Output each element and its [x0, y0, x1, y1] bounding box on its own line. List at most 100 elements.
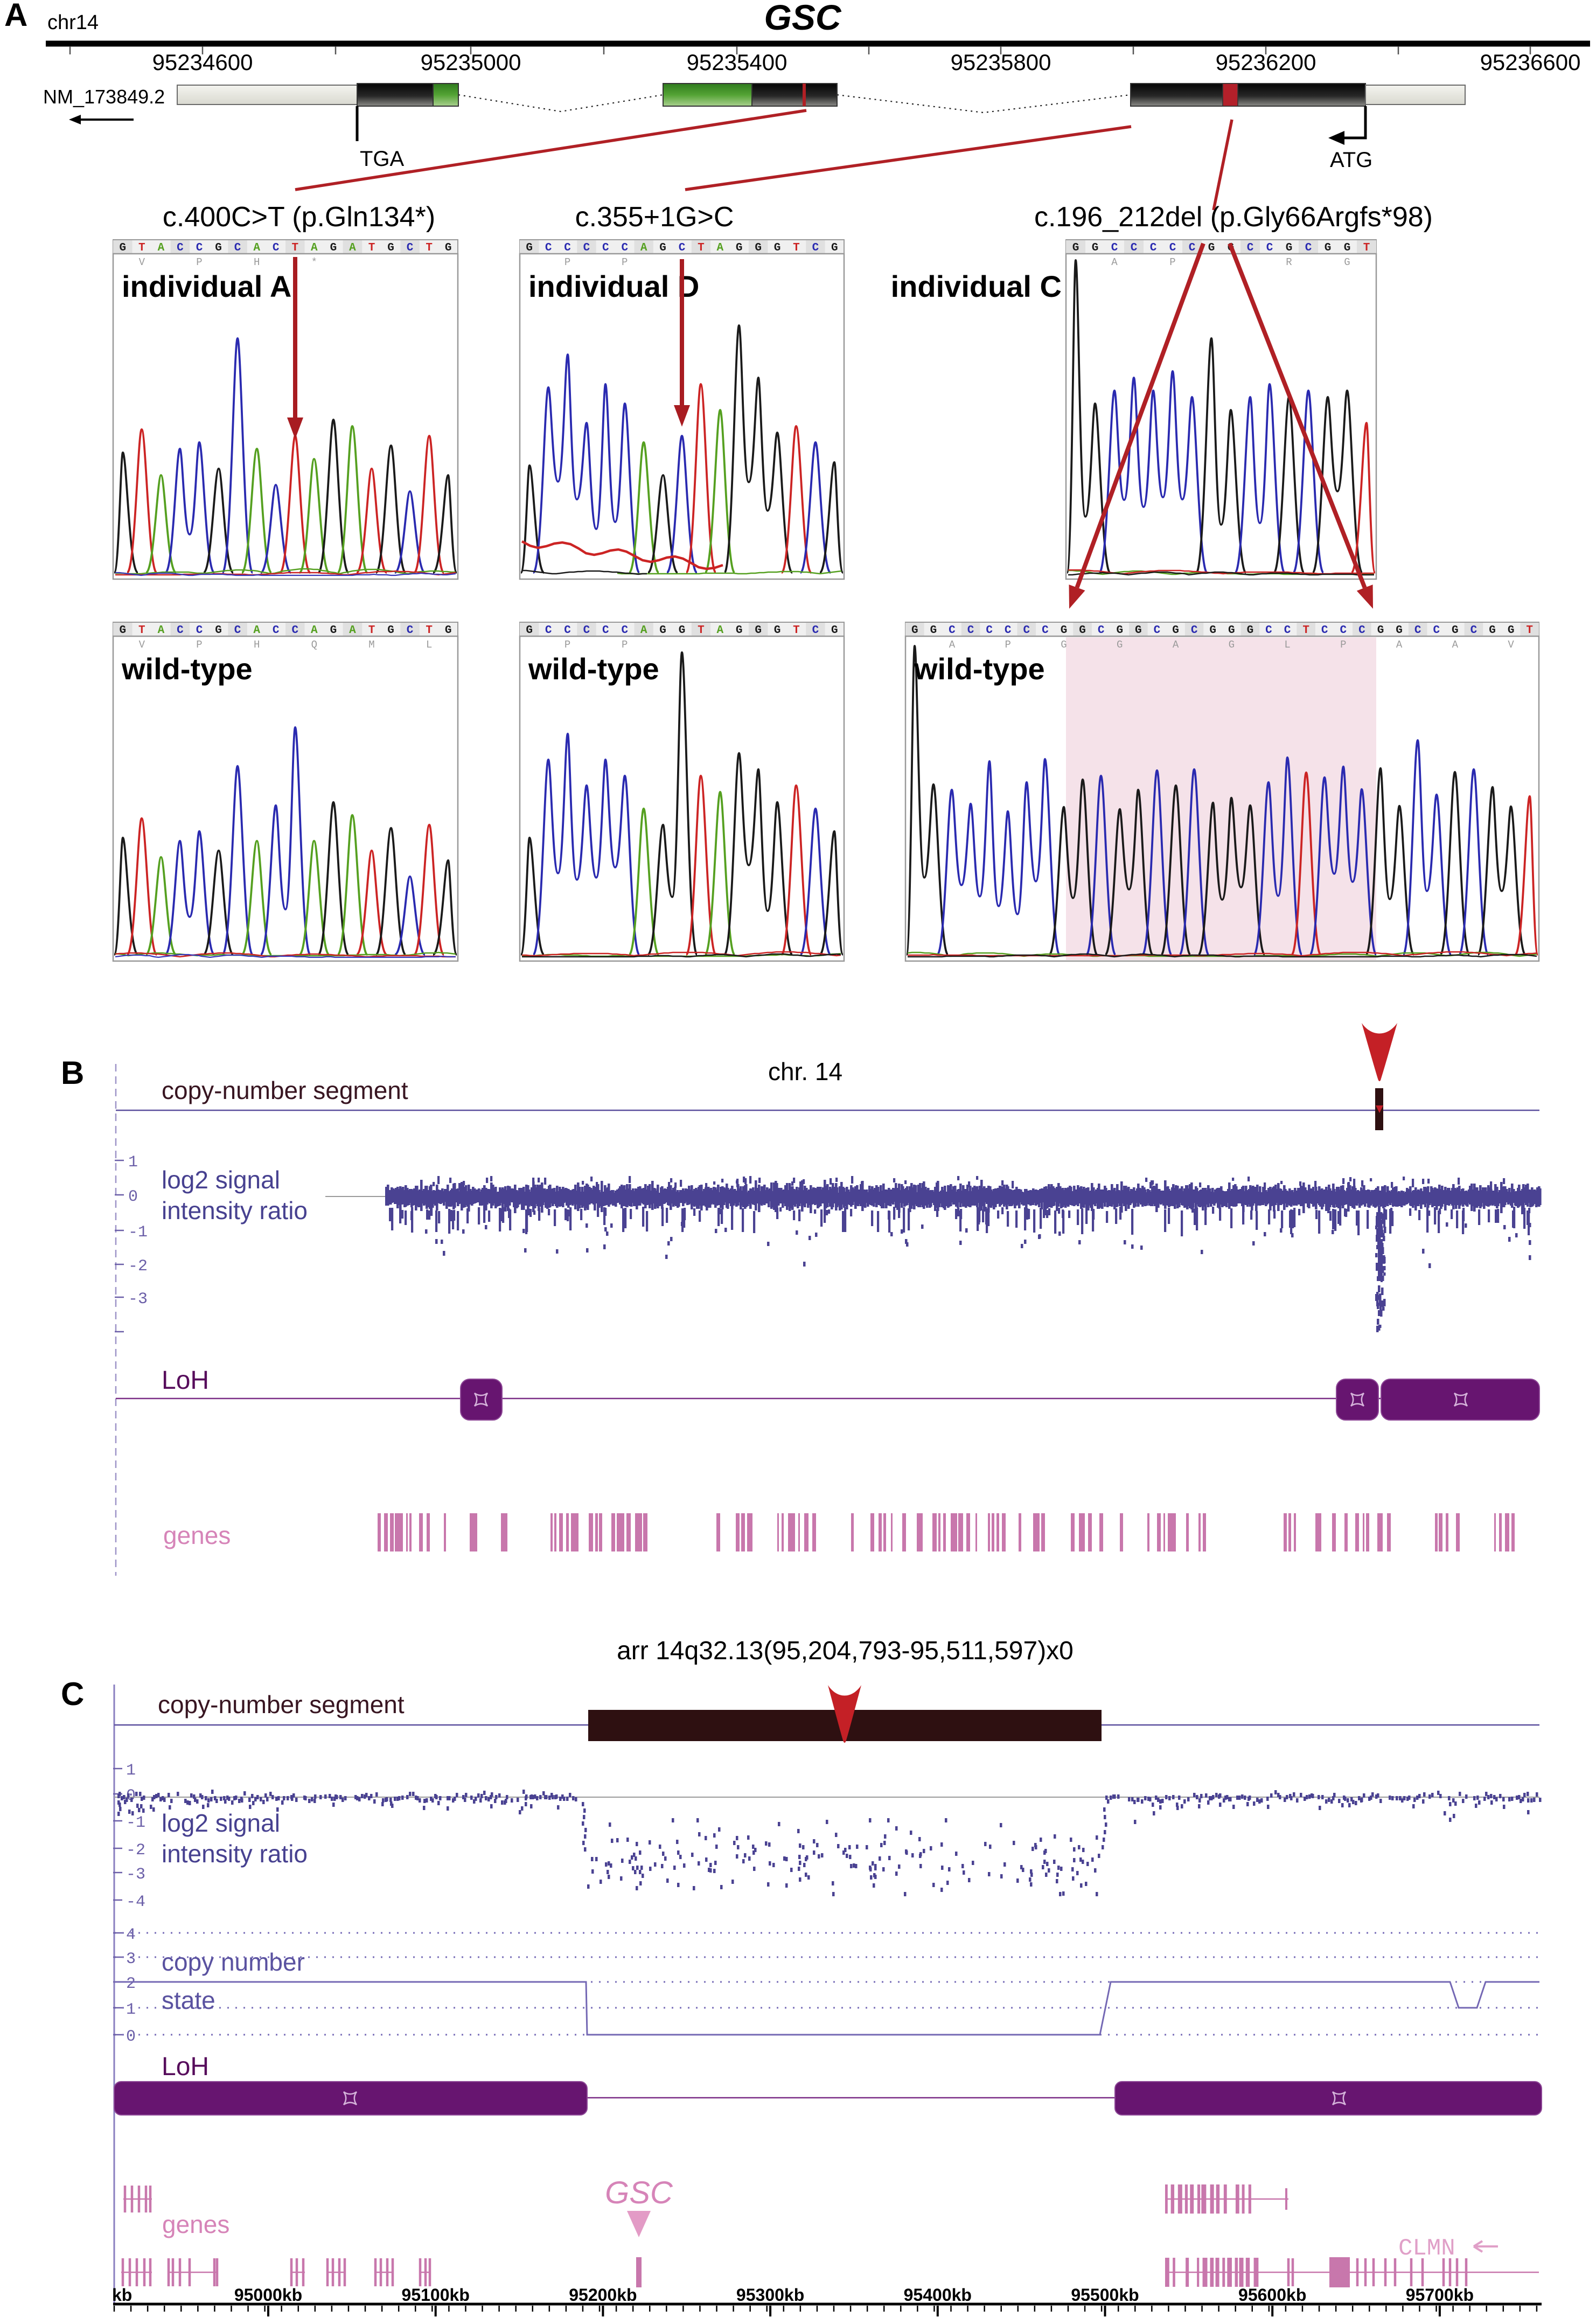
svg-text:C: C: [234, 624, 241, 637]
svg-text:P: P: [196, 639, 202, 651]
svg-text:P: P: [564, 639, 570, 651]
svg-text:C: C: [545, 242, 552, 254]
svg-text:1: 1: [128, 1153, 138, 1172]
svg-text:95100kb: 95100kb: [402, 2285, 470, 2305]
svg-text:G: G: [1344, 242, 1351, 254]
svg-text:wild-type: wild-type: [121, 652, 253, 686]
svg-text:G: G: [445, 242, 452, 254]
svg-text:95234600: 95234600: [152, 50, 253, 75]
svg-text:C: C: [1340, 624, 1347, 637]
svg-text:C: C: [1266, 242, 1273, 254]
svg-text:A: A: [1173, 639, 1179, 651]
svg-text:V: V: [139, 639, 145, 651]
svg-text:T: T: [698, 242, 705, 254]
svg-text:G: G: [119, 242, 126, 254]
svg-text:R: R: [1286, 256, 1292, 268]
svg-text:intensity ratio: intensity ratio: [162, 1840, 308, 1868]
svg-text:G: G: [1508, 624, 1515, 637]
svg-text:T: T: [426, 242, 433, 254]
svg-text:G: G: [1247, 624, 1254, 637]
svg-text:G: G: [774, 242, 781, 254]
svg-text:CLMN: CLMN: [1398, 2235, 1455, 2262]
svg-text:-3: -3: [126, 1866, 145, 1884]
svg-text:T: T: [426, 624, 433, 637]
svg-text:C: C: [61, 1676, 84, 1712]
svg-text:G: G: [1229, 639, 1235, 651]
svg-text:c.400C>T (p.Gln134*): c.400C>T (p.Gln134*): [163, 201, 435, 233]
svg-text:C: C: [1023, 624, 1030, 637]
svg-text:95600kb: 95600kb: [1238, 2285, 1306, 2305]
svg-text:G: G: [1072, 242, 1079, 254]
svg-text:chr14: chr14: [47, 11, 99, 34]
svg-text:G: G: [1377, 624, 1384, 637]
svg-text:G: G: [831, 624, 838, 637]
svg-text:P: P: [196, 256, 202, 268]
svg-text:T: T: [138, 624, 145, 637]
svg-text:G: G: [1396, 624, 1403, 637]
svg-text:C: C: [583, 242, 590, 254]
svg-text:LoH: LoH: [162, 1366, 209, 1395]
svg-text:genes: genes: [163, 1521, 231, 1549]
svg-text:T: T: [368, 242, 375, 254]
svg-text:log2 signal: log2 signal: [162, 1809, 280, 1837]
svg-text:C: C: [564, 624, 571, 637]
svg-text:C: C: [1358, 624, 1365, 637]
svg-text:G: G: [330, 242, 337, 254]
svg-text:G: G: [526, 242, 533, 254]
svg-text:C: C: [196, 624, 203, 637]
svg-text:V: V: [139, 256, 145, 268]
svg-text:0: 0: [128, 1188, 138, 1206]
svg-text:C: C: [1111, 242, 1118, 254]
svg-text:c.355+1G>C: c.355+1G>C: [575, 201, 734, 233]
svg-text:95300kb: 95300kb: [736, 2285, 804, 2305]
svg-text:intensity ratio: intensity ratio: [162, 1196, 308, 1224]
svg-text:P: P: [622, 639, 628, 651]
svg-text:0: 0: [126, 2028, 136, 2046]
svg-text:T: T: [793, 242, 800, 254]
svg-text:C: C: [1150, 242, 1157, 254]
svg-text:G: G: [1116, 624, 1123, 637]
svg-text:individual D: individual D: [528, 269, 699, 303]
svg-text:C: C: [234, 242, 241, 254]
svg-text:C: C: [545, 624, 552, 637]
svg-text:-1: -1: [126, 1814, 145, 1832]
svg-text:P: P: [564, 256, 570, 268]
svg-text:C: C: [949, 624, 956, 637]
svg-text:A: A: [717, 242, 724, 254]
svg-text:H: H: [254, 639, 260, 651]
svg-text:3: 3: [126, 1950, 136, 1968]
svg-text:-2: -2: [126, 1841, 145, 1860]
svg-text:P: P: [1005, 639, 1011, 651]
svg-text:A: A: [349, 242, 356, 254]
svg-text:P: P: [1340, 639, 1346, 651]
svg-text:A: A: [253, 624, 260, 637]
svg-text:L: L: [1284, 639, 1290, 651]
svg-text:GSC: GSC: [764, 0, 841, 37]
svg-text:C: C: [291, 624, 298, 637]
svg-text:C: C: [1284, 624, 1291, 637]
svg-text:C: C: [1098, 624, 1105, 637]
svg-text:-4: -4: [126, 1893, 145, 1911]
svg-text:C: C: [407, 624, 414, 637]
svg-text:T: T: [368, 624, 375, 637]
svg-text:individual C: individual C: [891, 269, 1062, 303]
svg-text:C: C: [1414, 624, 1421, 637]
svg-text:NM_173849.2: NM_173849.2: [43, 86, 165, 108]
svg-text:G: G: [659, 624, 666, 637]
svg-text:A: A: [640, 624, 647, 637]
svg-text:chr. 14: chr. 14: [768, 1057, 842, 1086]
svg-text:TGA: TGA: [360, 147, 405, 171]
svg-text:1: 1: [126, 2001, 136, 2019]
svg-text:T: T: [1302, 624, 1309, 637]
svg-text:A: A: [1111, 256, 1118, 268]
svg-text:C: C: [1191, 624, 1198, 637]
svg-text:G: G: [1061, 624, 1068, 637]
svg-text:C: C: [1247, 242, 1254, 254]
svg-text:G: G: [679, 624, 686, 637]
svg-text:P: P: [622, 256, 628, 268]
svg-text:G: G: [736, 242, 743, 254]
svg-text:95400kb: 95400kb: [904, 2285, 972, 2305]
svg-text:state: state: [162, 1986, 215, 2014]
svg-text:C: C: [1131, 242, 1138, 254]
svg-text:T: T: [291, 242, 298, 254]
